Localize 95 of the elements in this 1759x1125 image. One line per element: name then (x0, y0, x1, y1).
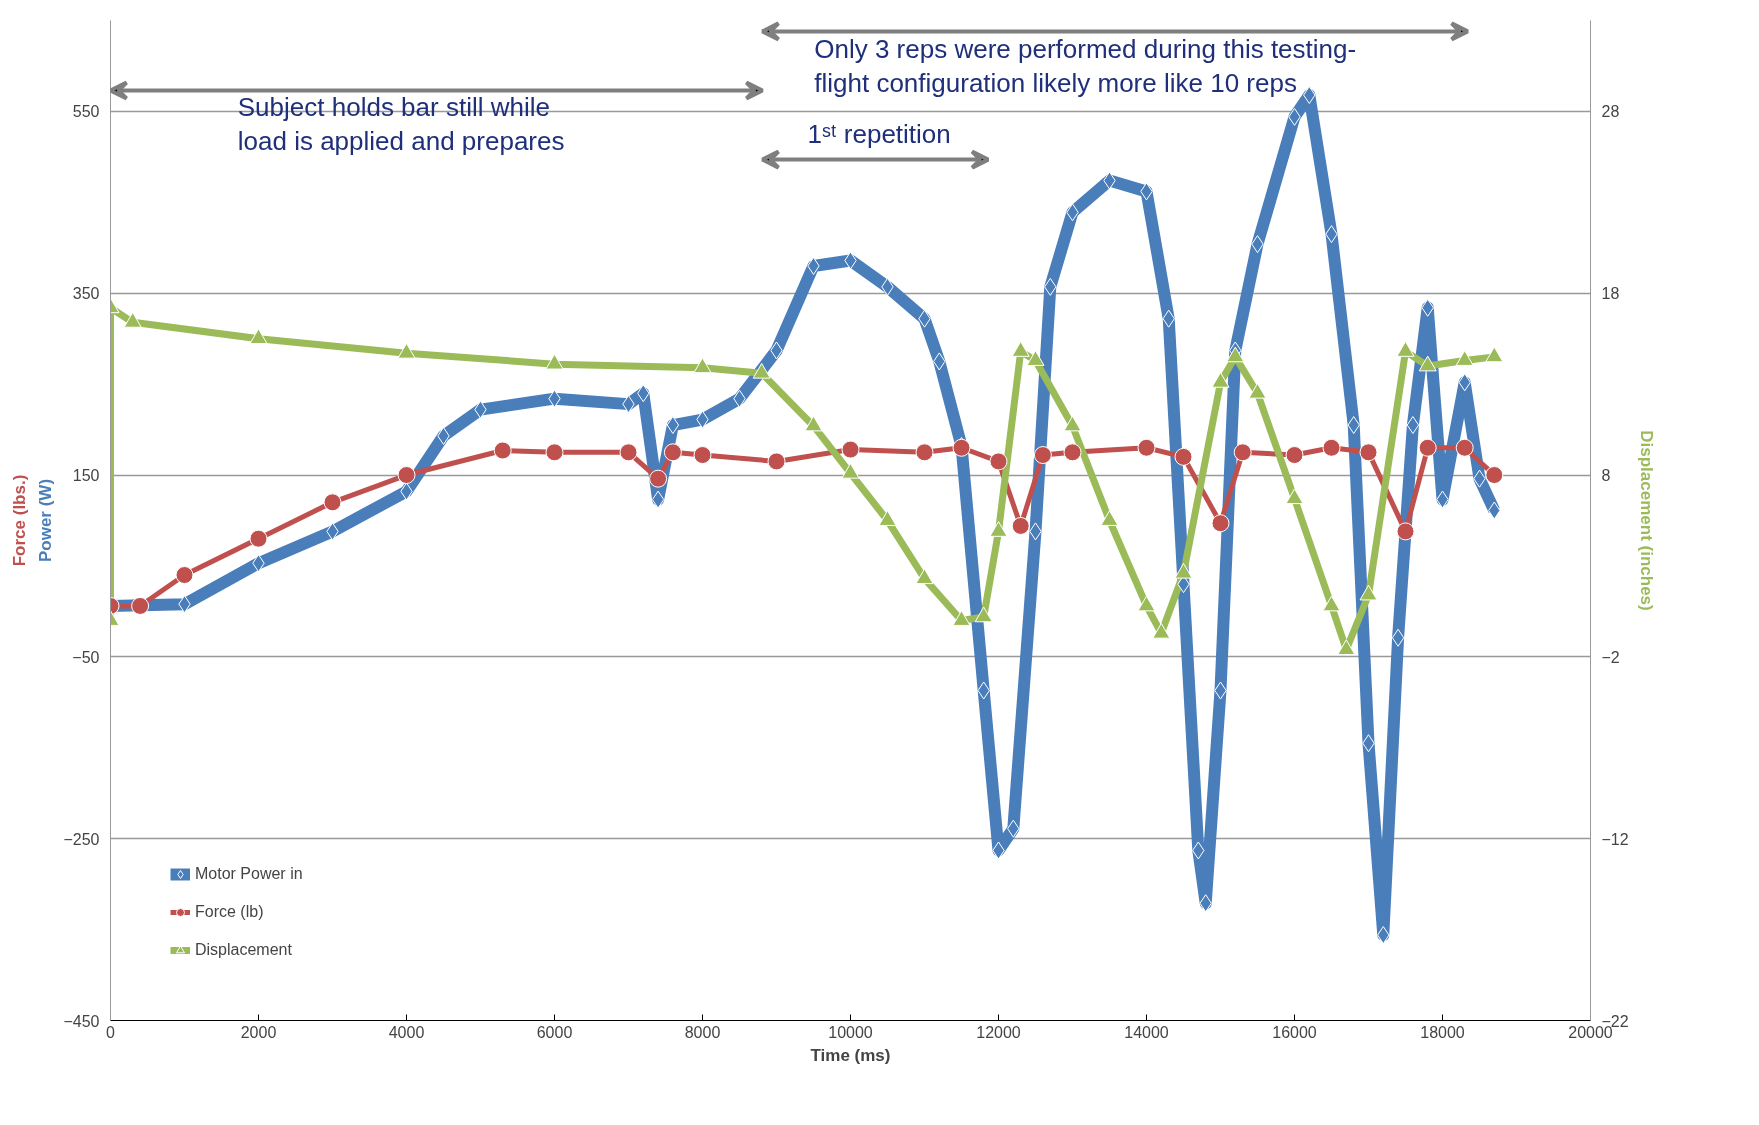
point (1063, 443, 1082, 462)
point (989, 452, 1008, 471)
point (1396, 522, 1415, 541)
point (1011, 516, 1030, 535)
y2-axis-title: Displacement (inches) (1636, 430, 1656, 611)
point (1174, 562, 1193, 579)
x-tick-label: 18000 (1420, 1023, 1465, 1041)
point (175, 566, 194, 585)
point (545, 443, 564, 462)
point (1226, 346, 1245, 363)
legend-label: Displacement (195, 941, 292, 959)
point (651, 490, 665, 509)
point (249, 328, 268, 345)
x-axis-title: Time (ms) (810, 1045, 891, 1065)
x-tick-label: 10000 (828, 1023, 873, 1041)
point (1455, 350, 1474, 366)
point (1322, 438, 1341, 457)
point (131, 596, 150, 615)
text: Force (lbs.) (9, 474, 29, 567)
point (1152, 622, 1171, 639)
point (1418, 355, 1437, 372)
point (693, 357, 712, 374)
legend-label: Force (lb) (195, 903, 264, 921)
x-tick-label: 16000 (1272, 1023, 1317, 1041)
point (1174, 447, 1193, 466)
y-tick-label: 350 (72, 285, 100, 303)
point (693, 446, 712, 465)
y-tick-label: 550 (72, 103, 100, 121)
point (1359, 443, 1378, 462)
x-tick-label: 4000 (388, 1023, 425, 1041)
point (1233, 443, 1252, 462)
point (649, 469, 668, 488)
point (493, 441, 512, 460)
x-tick-label: 14000 (1124, 1023, 1169, 1041)
point (1418, 438, 1437, 457)
point (767, 452, 786, 471)
y2-tick-label: −12 (1601, 830, 1629, 848)
y-tick-label: −50 (72, 648, 100, 666)
x-tick-label: 0 (106, 1023, 116, 1041)
annotation: 1ˢᵗ repetition (807, 119, 951, 150)
y-tick-label: 150 (72, 467, 100, 485)
x-tick-label: 2000 (240, 1023, 277, 1041)
point (915, 443, 934, 462)
point (1100, 510, 1119, 526)
point (915, 568, 934, 585)
point (1063, 415, 1082, 432)
point (1285, 488, 1304, 505)
point (989, 521, 1008, 537)
point (1011, 341, 1030, 357)
point (1391, 628, 1405, 647)
point (1485, 346, 1504, 363)
annotation: Subject holds bar still while load is applied and prepares (237, 92, 565, 157)
point (249, 529, 268, 548)
point (1322, 595, 1341, 612)
y-axis-title: Power (W) (36, 478, 56, 563)
x-tick-label: 12000 (976, 1023, 1021, 1041)
point (1359, 584, 1378, 601)
y2-tick-label: 18 (1601, 285, 1620, 303)
point (974, 606, 993, 623)
point (841, 462, 860, 479)
point (1485, 466, 1504, 485)
point (1137, 595, 1156, 612)
x-tick-label: 8000 (684, 1023, 721, 1041)
point (663, 443, 682, 462)
point (1026, 350, 1045, 366)
point (952, 610, 971, 626)
legend-label: Motor Power in (195, 865, 303, 883)
point (397, 342, 416, 359)
y2-tick-label: 28 (1601, 103, 1620, 121)
point (323, 493, 342, 512)
x-tick-label: 6000 (536, 1023, 573, 1041)
point (1211, 514, 1230, 533)
annotation: Only 3 reps were performed during this testing- flight configuration likely more like 10 reps (814, 33, 1357, 98)
point (1455, 438, 1474, 457)
point (545, 353, 564, 370)
point (1406, 416, 1420, 435)
point (1337, 639, 1356, 655)
point (1285, 446, 1304, 465)
point (1248, 382, 1267, 399)
point (619, 443, 638, 462)
point (1137, 438, 1156, 457)
point (1033, 446, 1052, 465)
point (804, 415, 823, 432)
y-tick-label: −450 (63, 1012, 100, 1030)
point (841, 440, 860, 459)
point (397, 466, 416, 485)
point (666, 416, 680, 435)
y2-tick-label: 8 (1601, 467, 1611, 485)
point (1211, 372, 1230, 388)
point (1396, 341, 1415, 357)
point (123, 312, 142, 328)
y2-tick-label: −2 (1601, 648, 1620, 666)
point (878, 510, 897, 526)
point (752, 362, 771, 379)
y-tick-label: −250 (63, 830, 100, 848)
